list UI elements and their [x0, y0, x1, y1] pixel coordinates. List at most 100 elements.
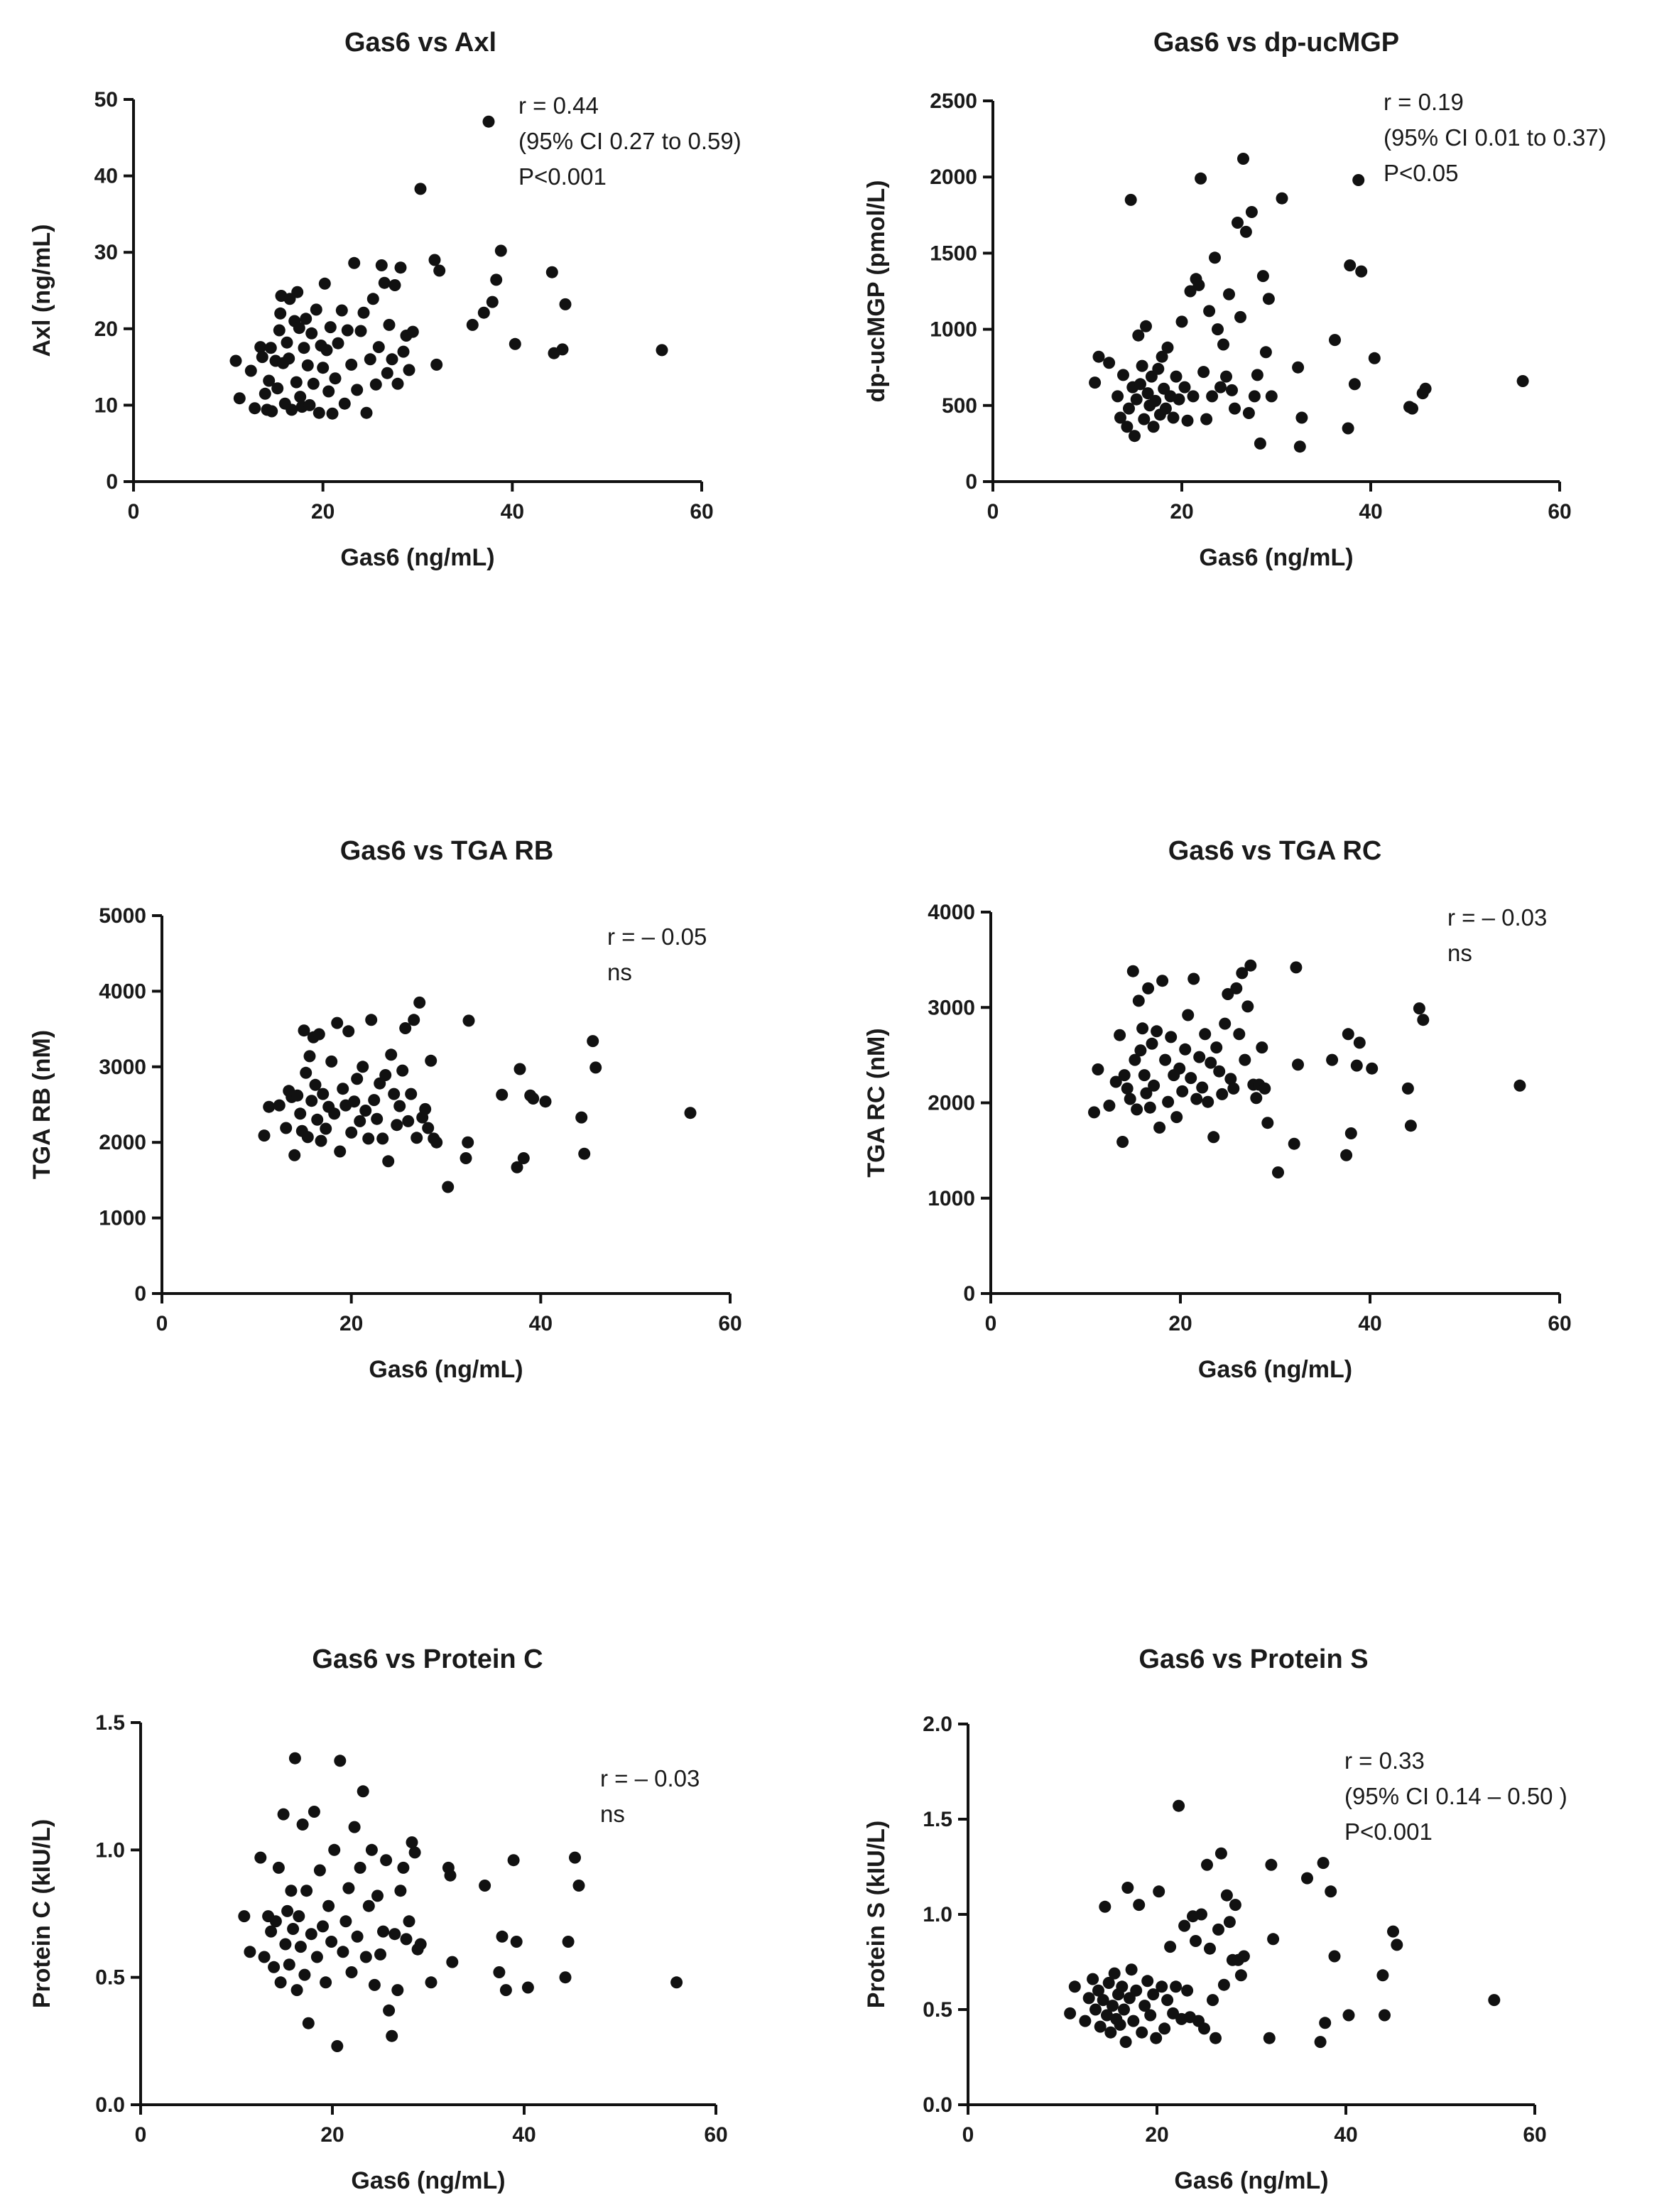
data-point	[268, 1961, 281, 1973]
data-point	[1176, 1085, 1189, 1097]
x-tick-label: 0	[987, 500, 999, 524]
data-point	[388, 279, 401, 291]
data-point	[1254, 437, 1266, 450]
data-point	[1107, 2000, 1119, 2012]
data-point	[1387, 1925, 1399, 1938]
x-tick-label: 20	[1145, 2123, 1168, 2147]
data-point	[1344, 1127, 1357, 1139]
data-point	[342, 1882, 355, 1894]
data-point	[1181, 1984, 1194, 1997]
data-point	[477, 306, 490, 319]
data-point	[1130, 1984, 1143, 1997]
x-tick-label: 20	[320, 2123, 344, 2147]
y-tick-label: 4000	[99, 980, 146, 1003]
data-point	[1406, 402, 1418, 415]
data-point	[1149, 394, 1162, 407]
data-point	[393, 1100, 406, 1112]
data-point	[1103, 357, 1116, 369]
data-point	[1132, 994, 1145, 1007]
y-axis-label: Protein S (kIU/L)	[863, 1821, 890, 2008]
data-point	[406, 1836, 418, 1849]
data-point	[233, 392, 246, 405]
data-point	[1195, 1908, 1207, 1921]
stat-annotation-line: (95% CI 0.01 to 0.37)	[1384, 124, 1607, 151]
data-point	[422, 1122, 435, 1134]
data-point	[345, 1966, 358, 1978]
data-point	[1366, 1062, 1379, 1075]
data-point	[1109, 1075, 1122, 1088]
data-point	[273, 324, 286, 337]
data-point	[494, 244, 507, 257]
x-tick-label: 0	[962, 2123, 974, 2147]
data-point	[263, 1100, 276, 1113]
data-point	[1143, 1101, 1156, 1114]
stat-annotation-line: P<0.001	[1344, 1818, 1433, 1845]
data-point	[509, 337, 521, 350]
data-point	[1401, 1082, 1414, 1095]
data-point	[1267, 1933, 1280, 1946]
data-point	[1130, 393, 1143, 406]
data-point	[1216, 1088, 1229, 1100]
data-point	[1118, 2003, 1130, 2016]
data-point	[379, 1069, 392, 1081]
data-point	[397, 345, 410, 358]
data-point	[1125, 1963, 1138, 1976]
data-point	[1153, 1885, 1165, 1898]
data-point	[288, 1149, 301, 1161]
data-point	[1244, 959, 1257, 972]
data-point	[1187, 972, 1200, 985]
data-point	[1404, 1119, 1417, 1132]
data-point	[1207, 1994, 1219, 2007]
data-point	[1223, 288, 1235, 300]
data-point	[1133, 1899, 1146, 1912]
data-point	[1199, 1028, 1212, 1041]
data-point	[279, 1938, 292, 1951]
x-axis-label: Gas6 (ng/mL)	[1199, 544, 1353, 571]
data-point	[376, 1132, 389, 1145]
data-point	[1314, 2036, 1327, 2049]
data-point	[383, 2004, 396, 2017]
data-point	[1108, 1967, 1121, 1980]
data-point	[1114, 1029, 1126, 1041]
data-point	[1156, 350, 1168, 363]
data-point	[428, 254, 441, 266]
data-point	[1134, 378, 1146, 391]
data-point	[1219, 1017, 1232, 1030]
data-point	[317, 1088, 330, 1100]
x-tick-label: 60	[1548, 1312, 1571, 1335]
data-point	[354, 1115, 366, 1127]
data-point	[1344, 259, 1357, 272]
data-point	[1167, 2007, 1180, 2019]
data-point	[300, 313, 312, 325]
data-point	[290, 376, 303, 389]
data-point	[345, 358, 358, 371]
data-point	[433, 264, 446, 277]
data-point	[359, 1105, 372, 1117]
data-point	[493, 1966, 506, 1978]
data-point	[1227, 1082, 1240, 1095]
data-point	[342, 1025, 355, 1038]
data-point	[368, 1094, 381, 1107]
data-point	[1340, 1149, 1353, 1161]
data-point	[1129, 430, 1141, 443]
y-axis-label: TGA RB (nM)	[28, 1030, 55, 1179]
data-point	[322, 1899, 335, 1912]
data-point	[302, 2017, 315, 2029]
data-point	[290, 1984, 303, 1997]
data-point	[322, 385, 335, 398]
data-point	[337, 1083, 349, 1095]
data-point	[1342, 1028, 1354, 1041]
x-tick-label: 60	[718, 1312, 741, 1335]
scatter-chart-3: Gas6 vs TGA RB 0 1000 2000 3000 4000 5000 0 20 40…	[28, 836, 742, 1383]
x-tick-label: 60	[690, 500, 713, 524]
data-point	[1263, 2032, 1276, 2044]
data-point	[1198, 2022, 1210, 2035]
y-tick-label: 40	[94, 165, 118, 188]
data-point	[1136, 1022, 1149, 1035]
data-point	[1182, 1009, 1195, 1021]
data-point	[1348, 378, 1361, 391]
data-point	[1317, 1857, 1330, 1870]
data-point	[375, 259, 388, 271]
data-point	[1123, 402, 1135, 415]
data-point	[1116, 1980, 1129, 1993]
